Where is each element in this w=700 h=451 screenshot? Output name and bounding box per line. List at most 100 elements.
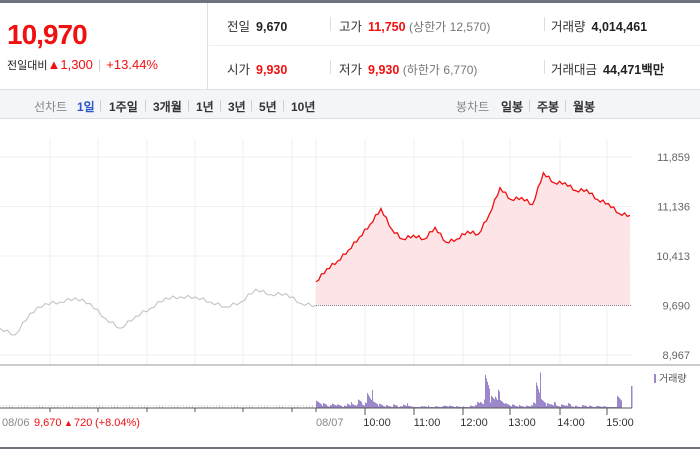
volume-bar <box>513 404 514 408</box>
volume-bar <box>347 403 348 408</box>
divider: | <box>250 98 254 112</box>
line-chart-label: 선차트 <box>34 100 68 114</box>
volume-bar <box>397 405 398 408</box>
tab-5y[interactable]: 5년 <box>259 100 277 114</box>
volume-bar <box>24 405 25 408</box>
volume-bar <box>334 404 335 408</box>
volume-bar <box>556 405 557 408</box>
volume-bar <box>533 402 534 408</box>
today-line <box>315 171 631 283</box>
x-tick-label: 14:00 <box>557 417 585 429</box>
value: 12,570) <box>449 20 491 34</box>
volume-bar <box>482 403 483 408</box>
volume-bar <box>592 406 593 408</box>
volume-bar <box>572 406 573 408</box>
volume-bar <box>373 401 374 408</box>
volume-bar <box>346 406 347 408</box>
volume-bar <box>186 405 187 407</box>
tab-weekly[interactable]: 주봉 <box>537 100 560 114</box>
volume-bar <box>6 405 7 407</box>
volume-bar <box>546 405 547 408</box>
label: (하한가 <box>402 63 440 77</box>
volume-bar <box>384 406 385 408</box>
tab-1y[interactable]: 1년 <box>196 100 214 114</box>
top-border <box>0 0 700 3</box>
up-arrow-icon: ▲ <box>47 57 61 72</box>
volume-bar <box>75 405 76 406</box>
volume-bar <box>589 405 590 408</box>
tab-1w[interactable]: 1주일 <box>109 100 138 114</box>
volume-bar <box>69 405 70 408</box>
volume-bar <box>141 405 142 407</box>
volume-bar <box>358 399 359 408</box>
tab-3y[interactable]: 3년 <box>228 100 246 114</box>
volume-bar <box>386 404 387 408</box>
volume-bar <box>593 406 594 408</box>
volume-bar <box>150 405 151 406</box>
volume-bar <box>486 378 487 408</box>
volume-legend: 거래량 <box>659 373 687 385</box>
volume-bar <box>535 403 536 408</box>
volume-bar <box>631 386 633 408</box>
volume-bar <box>429 406 430 408</box>
volume-bar <box>621 400 622 408</box>
volume-bar <box>372 389 373 408</box>
summary-row: 시가 9,930 저가 9,930 (하한가 6,770) 거래대금 44,471백만 <box>209 46 700 89</box>
volume-bar <box>579 406 580 408</box>
volume-bar <box>473 406 474 408</box>
volume-bar <box>494 399 495 408</box>
volume-bar <box>422 406 423 408</box>
volume-bar <box>355 405 356 408</box>
unit: 백만 <box>641 63 665 77</box>
volume-bar <box>385 406 386 408</box>
volume-bar <box>574 406 575 408</box>
volume-bar <box>489 388 490 408</box>
volume-bar <box>524 406 525 408</box>
volume-bar <box>393 404 394 408</box>
volume-bar <box>114 405 115 408</box>
volume-bar <box>105 405 106 406</box>
volume-bar <box>231 405 232 407</box>
volume-bar <box>545 402 546 408</box>
volume-bar <box>504 403 505 408</box>
volume-bar <box>354 404 355 408</box>
x-tick-label: 12:00 <box>460 417 488 429</box>
volume-bar <box>587 406 588 408</box>
y-tick-label: 9,690 <box>662 301 690 313</box>
price-change: 전일대비▲1,300 | +13.44% <box>7 57 158 73</box>
volume-bar <box>601 406 602 408</box>
volume-bar <box>597 405 598 408</box>
volume-bar <box>604 406 605 408</box>
volume-bar <box>510 406 511 408</box>
volume-bar <box>418 406 419 408</box>
volume-bar <box>530 406 531 408</box>
volume-bar <box>406 405 407 408</box>
volume-bar <box>328 406 329 408</box>
volume-bar <box>428 405 429 408</box>
volume-bar <box>177 405 178 408</box>
volume-bar <box>318 402 319 408</box>
volume-bar <box>531 405 532 408</box>
volume-bar <box>338 404 339 408</box>
volume-bar <box>402 406 403 408</box>
tab-10y[interactable]: 10년 <box>291 100 316 114</box>
volume-bar <box>78 405 79 407</box>
volume-bar <box>240 405 241 406</box>
divider: | <box>219 98 223 112</box>
volume-bar <box>368 394 369 408</box>
volume-bar <box>498 389 499 408</box>
tab-daily[interactable]: 일봉 <box>501 100 524 114</box>
volume-bar <box>370 398 371 408</box>
tab-1d[interactable]: 1일 <box>77 100 95 114</box>
high-price: 고가 11,750 (상한가 12,570) <box>339 16 490 35</box>
tab-monthly[interactable]: 월봉 <box>573 100 596 114</box>
volume-bar <box>528 406 529 408</box>
label: (상한가 <box>409 20 447 34</box>
tab-3m[interactable]: 3개월 <box>153 100 182 114</box>
volume-bar <box>563 405 564 408</box>
volume-bar <box>342 406 343 408</box>
volume-bar <box>18 405 19 407</box>
volume-bar <box>557 405 558 408</box>
volume-bar <box>326 404 327 408</box>
volume-bar <box>539 392 540 408</box>
